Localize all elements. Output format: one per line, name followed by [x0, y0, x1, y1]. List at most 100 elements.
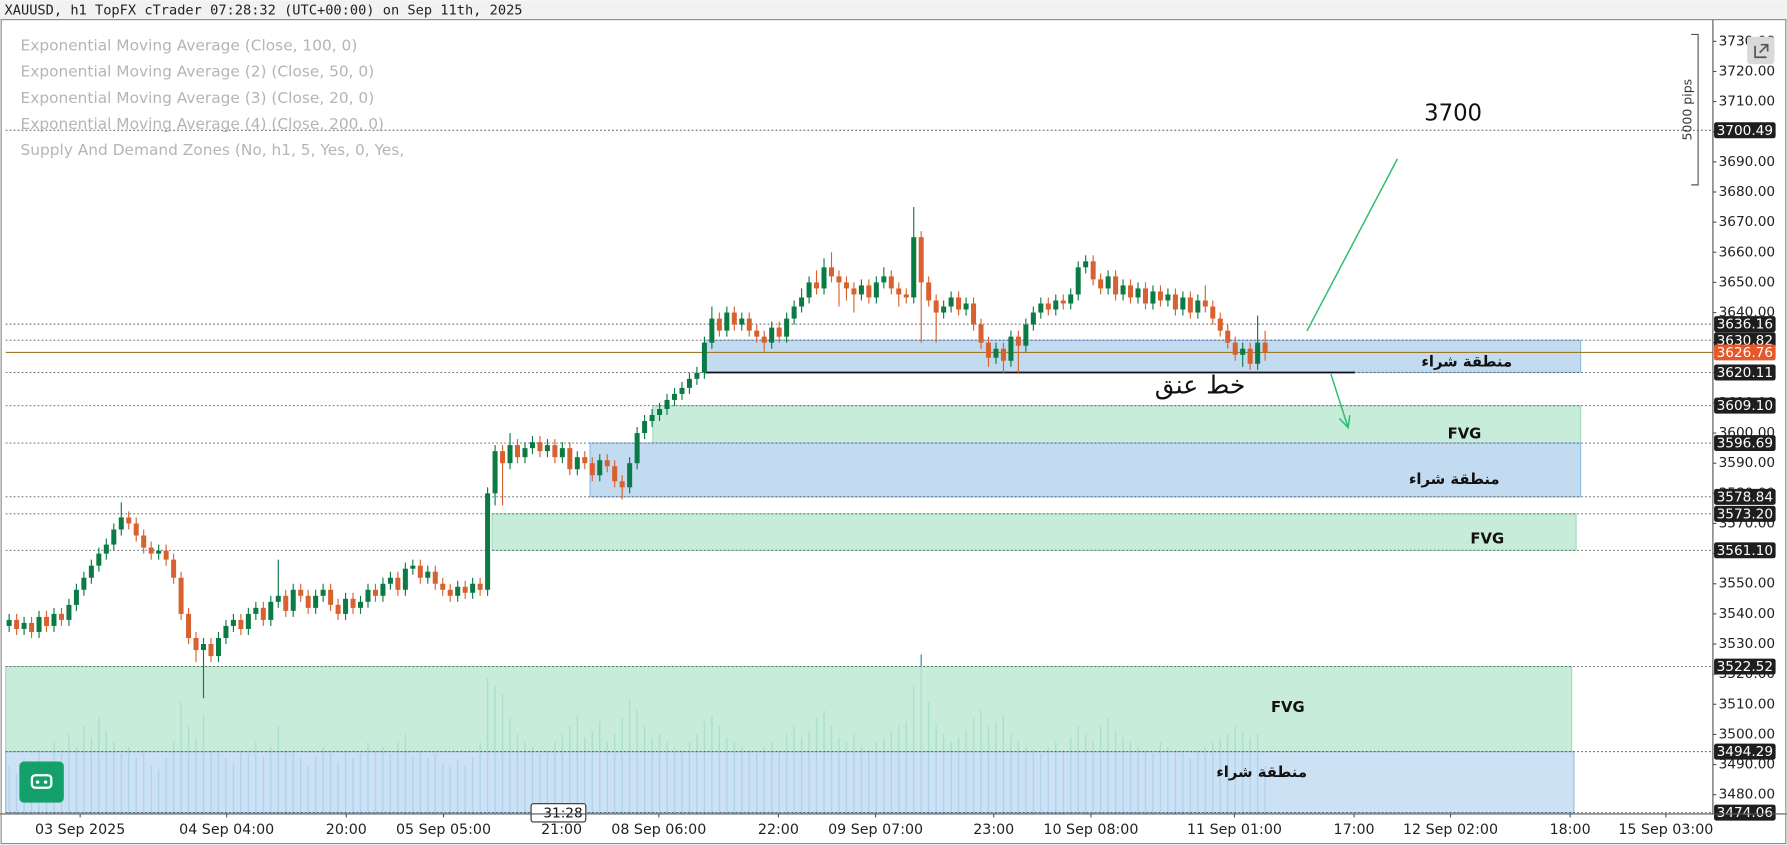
candle-body [171, 559, 177, 578]
y-tick-label: 3510.00 [1719, 696, 1775, 712]
candle-body [500, 451, 506, 464]
lines-layer [5, 129, 1713, 814]
candle-body [888, 276, 894, 289]
x-tick-label: 20:00 [326, 822, 367, 838]
candle-body [208, 644, 214, 657]
expand-glyph [1754, 43, 1769, 59]
candle-body [948, 297, 954, 307]
candle-body [926, 282, 932, 301]
zone [491, 513, 1577, 551]
candle-body [1240, 348, 1246, 355]
x-tick-label: 04 Sep 04:00 [179, 822, 274, 838]
arrow-head [1338, 415, 1351, 430]
candle-body [141, 535, 147, 548]
y-tick-label: 3690.00 [1719, 154, 1775, 170]
expand-button[interactable] [1747, 36, 1775, 65]
candle-body [1180, 297, 1186, 310]
zones-layer [5, 339, 1582, 814]
zone-label: منطقة شراء [1409, 471, 1500, 488]
candle-body [118, 517, 124, 530]
candle-body [1202, 300, 1208, 307]
candle-body [36, 616, 42, 632]
candle-body [1045, 303, 1051, 310]
candle-body [761, 336, 767, 343]
candle-body [1135, 288, 1141, 298]
x-tick-label: 21:00 [541, 822, 582, 838]
x-tick-label: 18:00 [1550, 822, 1591, 838]
arrow-line [1330, 373, 1349, 428]
candle-body [103, 544, 109, 554]
indicator-label: Exponential Moving Average (4) (Close, 2… [21, 115, 385, 133]
candle-body [1015, 336, 1021, 346]
candle-body [268, 601, 274, 620]
candle-body [305, 595, 311, 608]
zone [589, 442, 1582, 498]
candle-body [627, 463, 633, 488]
candle-body [746, 318, 752, 331]
candle-body [410, 565, 416, 569]
candle-body [679, 387, 685, 394]
candle-body [821, 267, 827, 289]
level-label: 3494.29 [1717, 744, 1773, 760]
candle-body [686, 378, 692, 388]
candle-body [1098, 279, 1104, 289]
candle-body [1023, 324, 1029, 346]
candle-body [522, 448, 528, 458]
bot-icon[interactable] [19, 761, 64, 803]
candle-body [215, 637, 221, 657]
candle-body [44, 616, 50, 626]
y-tick-label: 3480.00 [1719, 787, 1775, 803]
zone-label: FVG [1448, 425, 1482, 442]
level-tag [1714, 316, 1776, 333]
bot-eye [35, 780, 40, 784]
x-tick-label: 12 Sep 02:00 [1403, 822, 1498, 838]
candle-body [238, 619, 244, 629]
candle-body [343, 598, 349, 614]
candle-body [425, 571, 431, 578]
candle-body [657, 408, 663, 415]
candle-body [716, 318, 722, 331]
bot-button[interactable] [19, 761, 64, 803]
candle-body [612, 466, 618, 482]
candle-body [492, 451, 498, 494]
candle-body [1113, 276, 1119, 295]
candle-body [1195, 300, 1201, 313]
candle-body [836, 276, 842, 283]
candle-body [993, 348, 999, 358]
candle-body [1217, 318, 1223, 331]
header-bar [0, 0, 1787, 20]
level-label: 3561.10 [1717, 543, 1773, 559]
candle-body [88, 565, 94, 578]
y-tick-label: 3650.00 [1719, 274, 1775, 290]
candle-body [903, 294, 909, 298]
candle-body [395, 577, 401, 590]
frame [0, 19, 1787, 845]
candle-body [1262, 342, 1268, 353]
candle-body [133, 523, 139, 536]
candle-body [1142, 288, 1148, 304]
candle-body [1000, 348, 1006, 361]
candle-body [358, 601, 364, 608]
candle-body [567, 448, 573, 470]
candle-body [440, 583, 446, 590]
y-tick-label: 3490.00 [1719, 757, 1775, 773]
zone-label: FVG [1470, 530, 1504, 547]
candle-body [776, 327, 782, 337]
candle-body [597, 460, 603, 476]
level-tag [1714, 804, 1776, 821]
candle-body [574, 457, 580, 470]
bot-glyph [30, 774, 53, 789]
candle-body [163, 550, 169, 560]
candle-body [387, 577, 393, 584]
candle-body [985, 342, 992, 358]
candle-body [664, 399, 670, 409]
candle-body [402, 568, 408, 590]
candle-body [559, 448, 565, 458]
y-tick-label: 3500.00 [1719, 726, 1775, 742]
x-tick-label: 08 Sep 06:00 [611, 822, 706, 838]
x-tick-label: 11 Sep 01:00 [1187, 822, 1282, 838]
y-tick-label: 3680.00 [1719, 184, 1775, 200]
indicator-label: Exponential Moving Average (3) (Close, 2… [21, 89, 375, 107]
candle-body [290, 589, 296, 611]
